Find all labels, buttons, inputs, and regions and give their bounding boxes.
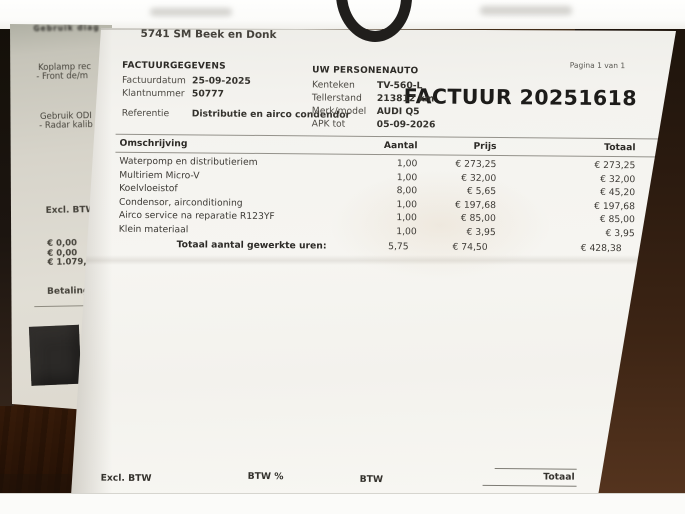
totals-prijs: € 74,50 [452, 241, 488, 253]
sender-address-line: 5741 SM Beek en Donk [140, 27, 277, 42]
footer-totaal-bottom-rule [482, 484, 577, 487]
row-aantal: 1,00 [396, 212, 417, 224]
totals-totaal: € 428,38 [580, 242, 622, 255]
tellerstand-value: 213812 km [376, 92, 435, 104]
back-paper-line: - Front de/m [36, 71, 89, 83]
col-header-prijs: Prijs [473, 140, 497, 153]
row-aantal: 1,00 [396, 225, 417, 237]
row-desc: Koelvloeistof [119, 182, 178, 195]
tellerstand-label: Tellerstand [311, 91, 362, 104]
ghost-text-smudge [480, 6, 572, 15]
page-indicator: Pagina 1 van 1 [569, 60, 626, 71]
invoice-details-heading: FACTUURGEGEVENS [122, 60, 226, 72]
row-totaal: € 45,20 [599, 186, 636, 199]
row-desc: Klein materiaal [118, 223, 189, 235]
row-totaal: € 85,00 [599, 213, 635, 226]
row-totaal: € 32,00 [600, 173, 636, 185]
merk-model-value: AUDI Q5 [376, 105, 420, 117]
kenteken-label: Kenteken [311, 78, 355, 91]
footer-totaal-top-rule [494, 468, 577, 470]
totals-label: Totaal aantal gewerkte uren: [176, 239, 327, 252]
row-prijs: € 85,00 [460, 212, 496, 225]
row-desc: Airco service na reparatie R123YF [118, 209, 275, 223]
vehicle-heading: UW PERSONENAUTO [312, 65, 419, 77]
table-top-rule [115, 133, 664, 140]
footer-totaal-label: Totaal [543, 471, 575, 483]
row-prijs: € 273,25 [455, 158, 497, 171]
row-prijs: € 197,68 [455, 199, 497, 211]
light-patch [330, 170, 550, 280]
row-aantal: 1,00 [396, 198, 418, 210]
klantnummer-label: Klantnummer [121, 87, 185, 99]
back-paper-line: - Radar kalib [39, 120, 93, 132]
apk-label: APK tot [311, 117, 346, 130]
back-paper-excl-btw-label: Excl. BTW [45, 205, 96, 216]
row-aantal: 1,00 [396, 158, 418, 170]
footer-btw-label: BTW [359, 473, 384, 486]
row-prijs: € 5,65 [466, 185, 497, 198]
kenteken-value: TV-560-L [376, 79, 423, 91]
row-aantal: 8,00 [396, 185, 418, 197]
col-header-aantal: Aantal [383, 140, 418, 152]
row-desc: Multiriem Micro-V [119, 169, 200, 181]
factuurdatum-value: 25-09-2025 [192, 74, 251, 87]
factuurdatum-label: Factuurdatum [122, 74, 186, 86]
klantnummer-value: 50777 [191, 87, 224, 100]
col-header-omschrijving: Omschrijving [119, 137, 188, 150]
paper-fold-shadow [80, 255, 640, 265]
dark-stamp-square [28, 324, 82, 386]
col-header-totaal: Totaal [604, 141, 636, 154]
totals-aantal: 5,75 [388, 241, 409, 253]
referentie-label: Referentie [121, 107, 170, 120]
row-prijs: € 3,95 [466, 226, 496, 238]
overexposed-top-strip [0, 0, 685, 29]
row-aantal: 1,00 [396, 171, 418, 183]
overexposed-bottom-strip [0, 493, 685, 514]
merk-model-label: Merk/model [311, 104, 367, 117]
row-prijs: € 32,00 [461, 172, 497, 184]
row-totaal: € 3,95 [605, 227, 635, 239]
invoice-title: FACTUUR 20251618 [403, 84, 638, 111]
row-totaal: € 197,68 [594, 200, 636, 212]
footer-btw-pct-label: BTW % [247, 470, 284, 483]
footer-excl-btw-label: Excl. BTW [100, 472, 152, 485]
row-desc: Waterpomp en distributieriem [119, 155, 258, 168]
row-totaal: € 273,25 [594, 159, 636, 172]
ghost-text-smudge [150, 8, 232, 16]
apk-value: 05-09-2026 [376, 118, 436, 130]
row-desc: Condensor, airconditioning [118, 196, 243, 209]
